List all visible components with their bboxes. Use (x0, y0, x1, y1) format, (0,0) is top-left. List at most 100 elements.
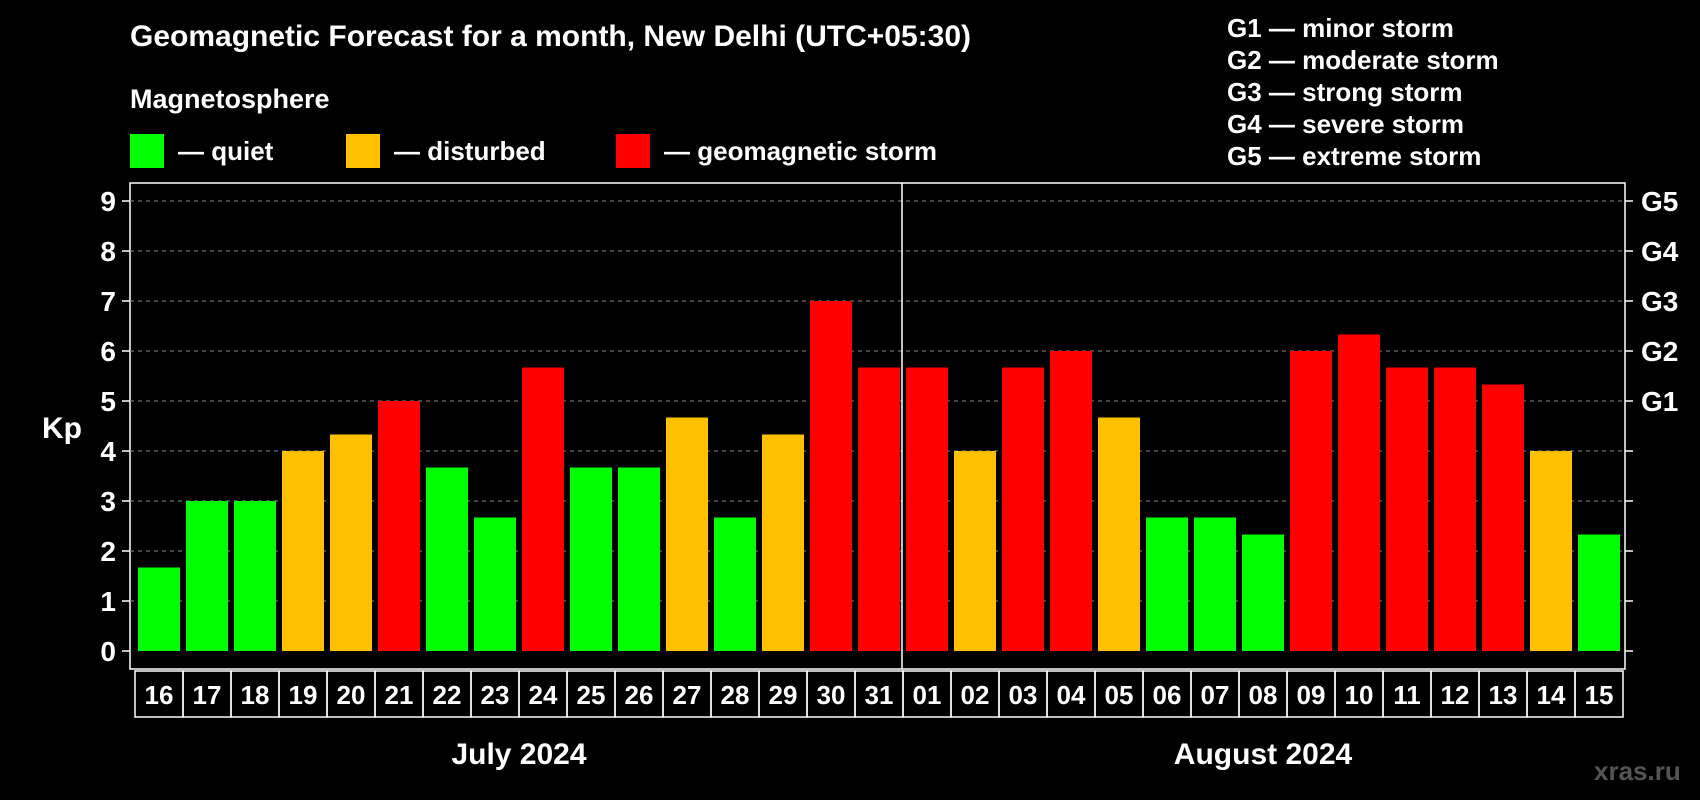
y-tick-label: 6 (100, 336, 116, 367)
day-label-27: 27 (673, 680, 702, 710)
day-label-13: 13 (1489, 680, 1518, 710)
bar-20 (330, 434, 372, 651)
bar-09 (1290, 351, 1332, 651)
day-label-11: 11 (1393, 680, 1421, 710)
bar-24 (522, 367, 564, 651)
day-label-15: 15 (1585, 680, 1614, 710)
day-label-14: 14 (1537, 680, 1566, 710)
day-label-03: 03 (1009, 680, 1038, 710)
day-label-25: 25 (577, 680, 606, 710)
bar-02 (954, 451, 996, 651)
g-legend-item: G5 — extreme storm (1227, 141, 1482, 171)
disturbed-swatch (346, 134, 380, 168)
y-tick-label: 5 (100, 386, 116, 417)
g-level-label: G1 (1641, 386, 1678, 417)
bar-14 (1530, 451, 1572, 651)
bar-15 (1578, 534, 1620, 651)
legend-storm-label: — geomagnetic storm (664, 135, 938, 166)
g-legend-item: G3 — strong storm (1227, 77, 1463, 107)
bar-19 (282, 451, 324, 651)
bar-23 (474, 517, 516, 651)
month-label: August 2024 (1174, 738, 1353, 771)
bar-27 (666, 417, 708, 651)
y-tick-label: 2 (100, 536, 116, 567)
day-label-30: 30 (817, 680, 846, 710)
y-tick-label: 7 (100, 286, 116, 317)
day-label-01: 01 (913, 680, 942, 710)
day-label-16: 16 (145, 680, 174, 710)
legend-quiet-label: — quiet (178, 135, 274, 166)
bar-31 (858, 367, 900, 651)
day-label-26: 26 (625, 680, 654, 710)
g-legend-item: G2 — moderate storm (1227, 45, 1499, 75)
y-tick-label: 3 (100, 486, 116, 517)
chart-title: Geomagnetic Forecast for a month, New De… (130, 20, 972, 53)
g-level-label: G5 (1641, 186, 1678, 217)
g-legend-item: G1 — minor storm (1227, 13, 1454, 43)
day-cell (1574, 670, 1624, 718)
month-label: July 2024 (451, 738, 586, 771)
bar-13 (1482, 384, 1524, 651)
bar-07 (1194, 517, 1236, 651)
bar-25 (570, 467, 612, 651)
day-label-20: 20 (337, 680, 366, 710)
y-tick-label: 8 (100, 236, 116, 267)
g-level-label: G4 (1641, 236, 1679, 267)
g-level-label: G2 (1641, 336, 1678, 367)
day-label-29: 29 (769, 680, 798, 710)
day-label-09: 09 (1297, 680, 1326, 710)
legend-quiet: — quiet (130, 134, 273, 168)
y-tick-label: 1 (100, 586, 116, 617)
legend-subtitle: Magnetosphere (130, 84, 330, 114)
bar-12 (1434, 367, 1476, 651)
day-label-23: 23 (481, 680, 510, 710)
y-tick-label: 9 (100, 186, 116, 217)
plot-frame (129, 182, 1626, 670)
legend-disturbed: — disturbed (346, 134, 546, 168)
bar-04 (1050, 351, 1092, 651)
bar-01 (906, 367, 948, 651)
day-label-05: 05 (1105, 680, 1134, 710)
bar-11 (1386, 367, 1428, 651)
bar-28 (714, 517, 756, 651)
legend-storm: — geomagnetic storm (616, 134, 937, 168)
bar-29 (762, 434, 804, 651)
quiet-swatch (130, 134, 164, 168)
bar-08 (1242, 534, 1284, 651)
bar-26 (618, 467, 660, 651)
day-label-17: 17 (193, 680, 222, 710)
legend-disturbed-label: — disturbed (394, 135, 546, 166)
day-label-06: 06 (1153, 680, 1182, 710)
bar-03 (1002, 367, 1044, 651)
g-level-label: G3 (1641, 286, 1678, 317)
bar-17 (186, 501, 228, 651)
day-label-24: 24 (529, 680, 558, 710)
day-label-07: 07 (1201, 680, 1230, 710)
day-label-31: 31 (865, 680, 894, 710)
g-legend-item: G4 — severe storm (1227, 109, 1465, 139)
day-label-08: 08 (1249, 680, 1278, 710)
day-label-21: 21 (385, 680, 414, 710)
bar-21 (378, 401, 420, 651)
y-tick-label: 0 (100, 636, 116, 667)
day-label-22: 22 (433, 680, 462, 710)
watermark: xras.ru (1594, 756, 1681, 786)
bar-30 (810, 301, 852, 651)
day-label-18: 18 (241, 680, 270, 710)
day-label-02: 02 (961, 680, 990, 710)
bar-05 (1098, 417, 1140, 651)
g-scale-legend: G1 — minor storm G2 — moderate storm G3 … (1227, 12, 1499, 172)
y-tick-label: 4 (100, 436, 116, 467)
bar-10 (1338, 334, 1380, 651)
day-label-10: 10 (1345, 680, 1374, 710)
bar-06 (1146, 517, 1188, 651)
bar-16 (138, 567, 180, 651)
day-label-19: 19 (289, 680, 318, 710)
bar-22 (426, 467, 468, 651)
bar-18 (234, 501, 276, 651)
y-axis-label: Kp (42, 412, 82, 445)
day-label-28: 28 (721, 680, 750, 710)
day-label-12: 12 (1441, 680, 1470, 710)
storm-swatch (616, 134, 650, 168)
